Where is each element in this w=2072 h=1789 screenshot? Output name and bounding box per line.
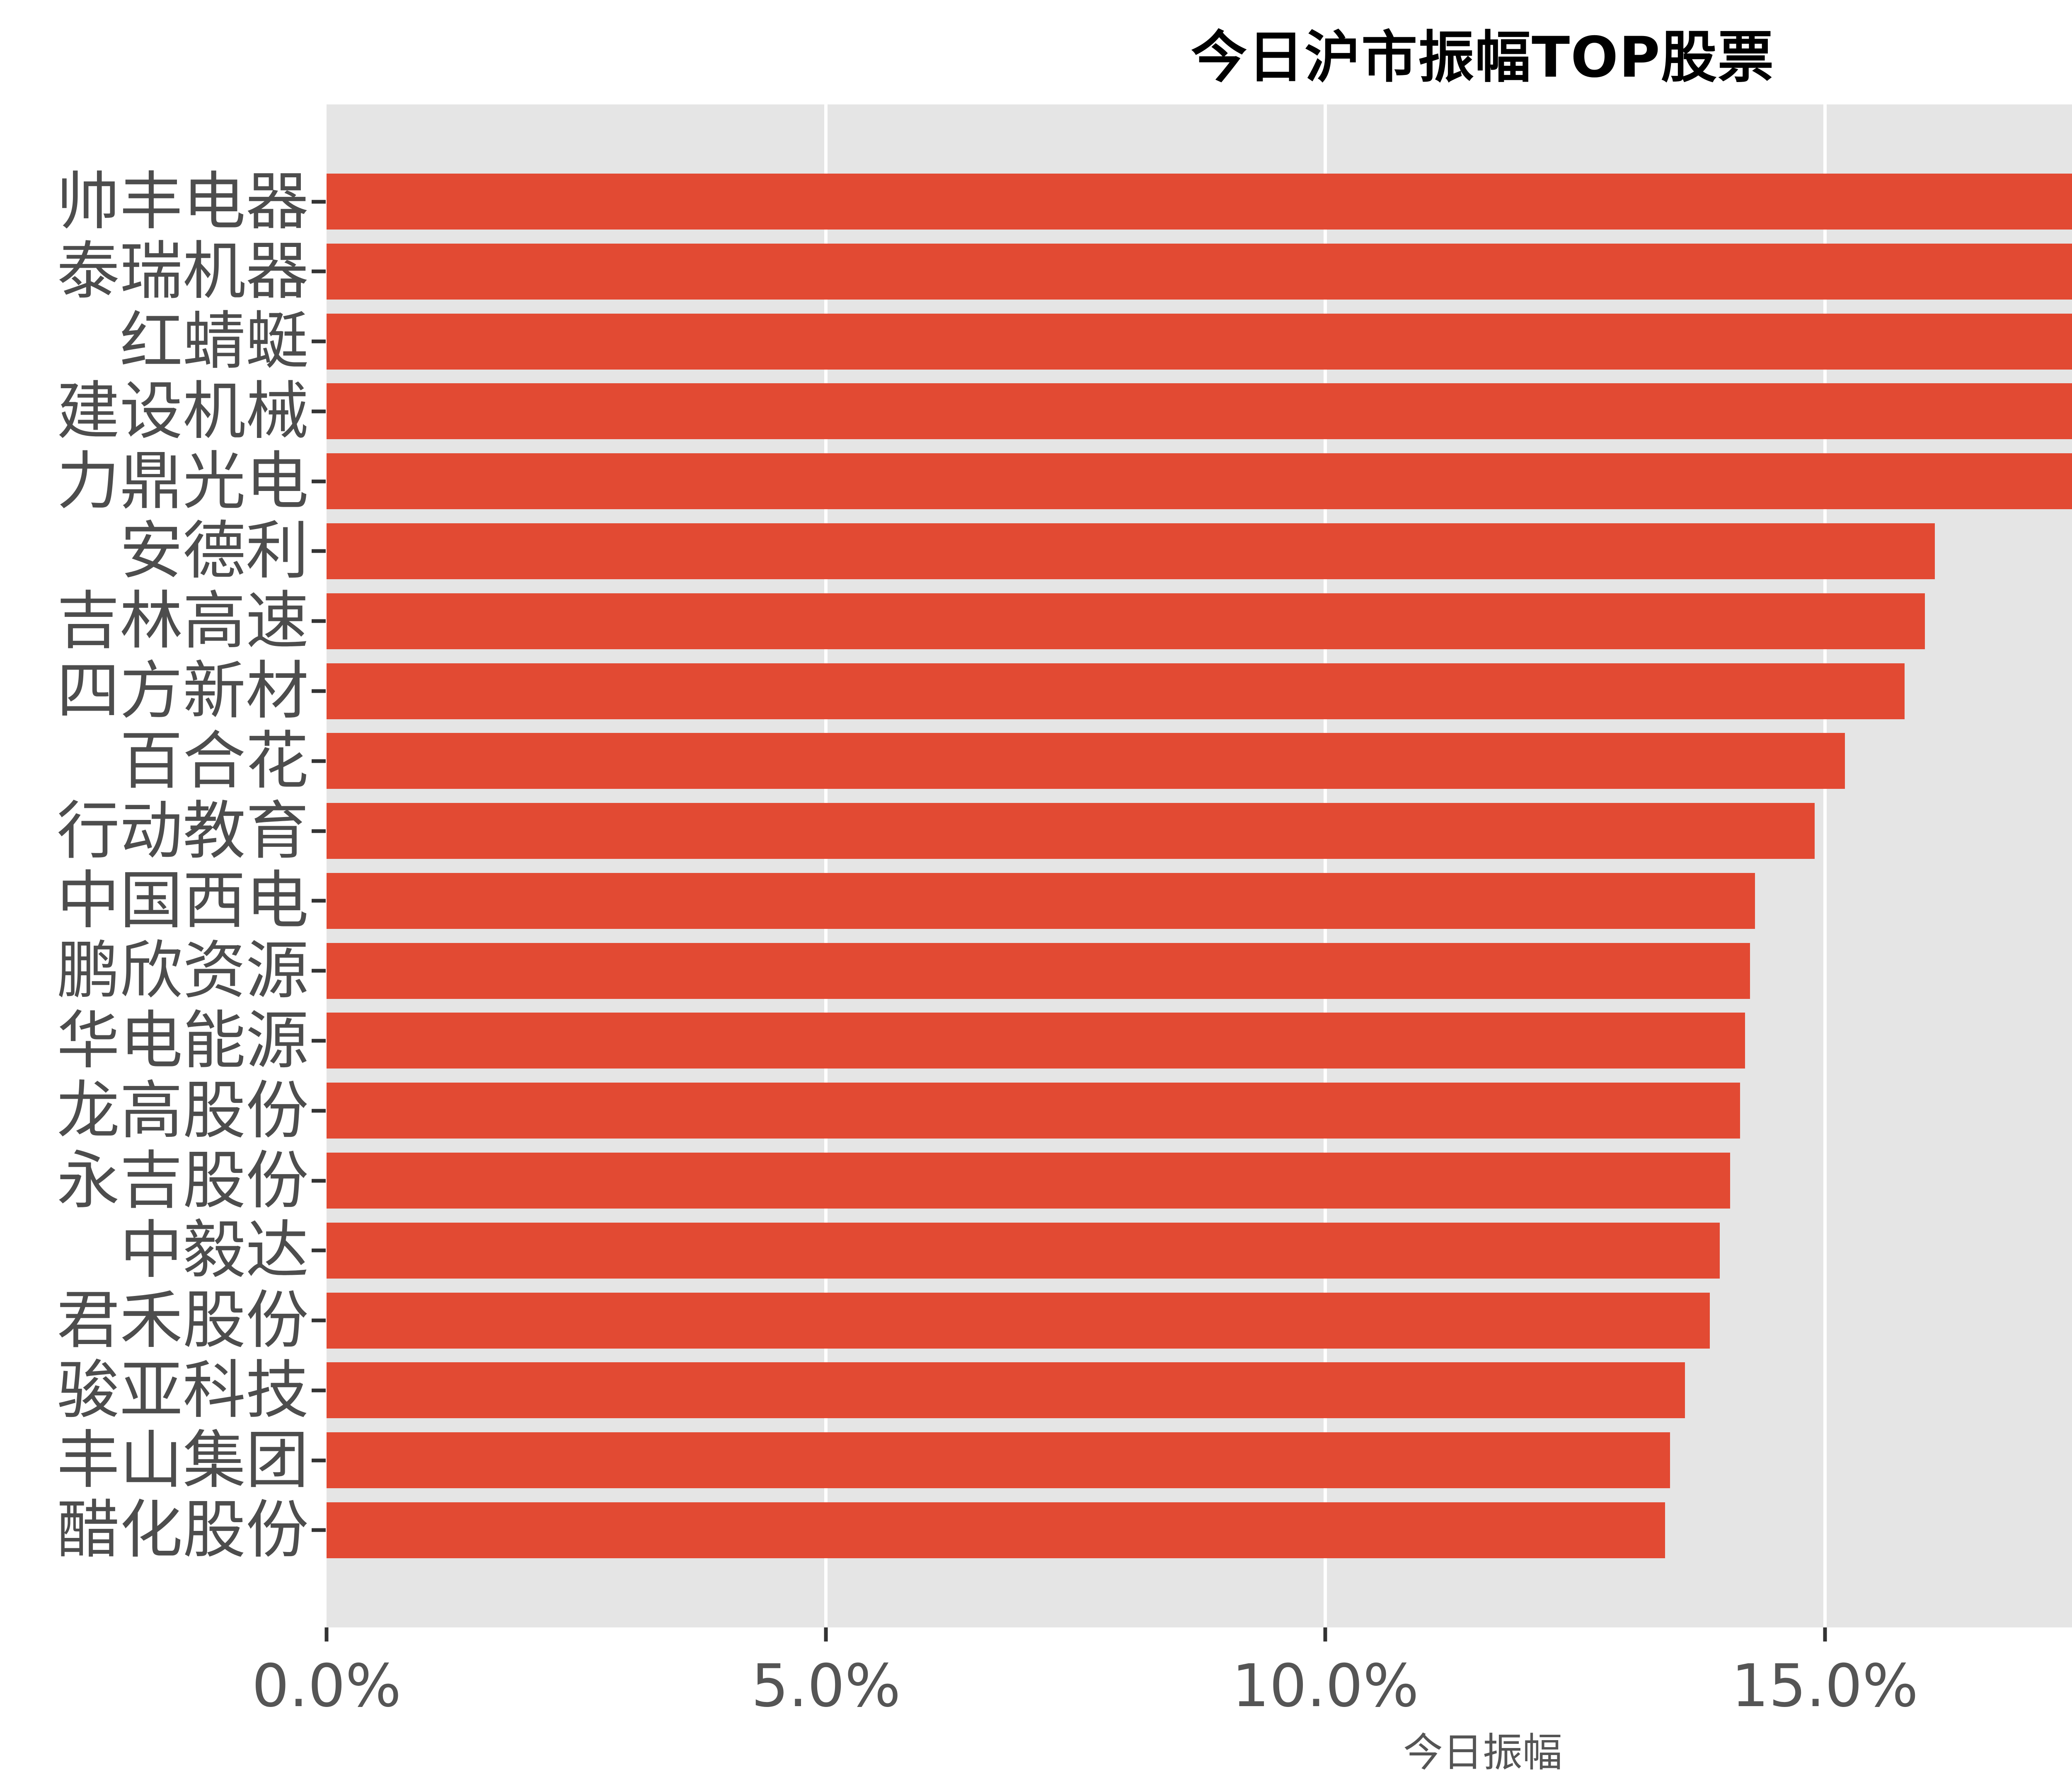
- y-tick-mark: [312, 1109, 326, 1113]
- y-tick-mark: [312, 200, 326, 204]
- x-tick-label-0.0%: 0.0%: [252, 1652, 402, 1720]
- y-tick-mark: [312, 1458, 326, 1463]
- y-label-君禾股份: 君禾股份: [57, 1284, 309, 1357]
- bar-四方新材: [327, 663, 1905, 719]
- y-label-百合花: 百合花: [120, 724, 309, 798]
- y-tick-mark: [312, 339, 326, 343]
- y-tick-mark: [312, 1388, 326, 1393]
- y-tick-mark: [312, 829, 326, 833]
- y-tick-mark: [312, 619, 326, 623]
- bar-力鼎光电: [327, 453, 2072, 510]
- gridline-10.0%: [1324, 104, 1327, 1627]
- y-label-泰瑞机器: 泰瑞机器: [57, 235, 309, 308]
- y-label-中毅达: 中毅达: [120, 1214, 309, 1287]
- bar-骏亚科技: [327, 1362, 1685, 1419]
- y-label-四方新材: 四方新材: [57, 654, 309, 728]
- bar-丰山集团: [327, 1432, 1670, 1489]
- y-tick-mark: [312, 899, 326, 903]
- x-tick-mark-0.0%: [324, 1627, 329, 1642]
- y-tick-mark: [312, 1248, 326, 1252]
- y-tick-mark: [312, 479, 326, 484]
- y-label-行动教育: 行动教育: [57, 794, 309, 868]
- y-label-永吉股份: 永吉股份: [57, 1144, 309, 1217]
- bar-醋化股份: [327, 1502, 1665, 1558]
- y-label-鹏欣资源: 鹏欣资源: [57, 934, 309, 1008]
- bar-帅丰电器: [327, 174, 2072, 230]
- bar-建设机械: [327, 383, 2072, 440]
- x-tick-mark-10.0%: [1323, 1627, 1327, 1642]
- x-tick-mark-15.0%: [1823, 1627, 1827, 1642]
- bar-安德利: [327, 523, 1935, 579]
- y-tick-mark: [312, 269, 326, 273]
- x-tick-label-10.0%: 10.0%: [1232, 1652, 1419, 1720]
- bar-中毅达: [327, 1222, 1720, 1279]
- y-tick-mark: [312, 759, 326, 763]
- y-label-醋化股份: 醋化股份: [57, 1493, 309, 1567]
- plot-panel: [327, 104, 2072, 1627]
- y-label-丰山集团: 丰山集团: [57, 1423, 309, 1497]
- y-label-安德利: 安德利: [120, 514, 309, 588]
- y-label-吉林高速: 吉林高速: [57, 584, 309, 658]
- chart-title: 今日沪市振幅TOP股票: [1191, 25, 1774, 90]
- y-tick-mark: [312, 1039, 326, 1043]
- y-label-力鼎光电: 力鼎光电: [57, 444, 309, 518]
- y-label-建设机械: 建设机械: [57, 374, 309, 448]
- bar-泰瑞机器: [327, 243, 2072, 300]
- y-label-华电能源: 华电能源: [57, 1003, 309, 1077]
- bar-鹏欣资源: [327, 943, 1750, 999]
- y-tick-mark: [312, 1528, 326, 1532]
- bar-永吉股份: [327, 1152, 1730, 1209]
- y-label-帅丰电器: 帅丰电器: [57, 164, 309, 238]
- gridline-5.0%: [824, 104, 828, 1627]
- y-tick-mark: [312, 969, 326, 973]
- gridline-15.0%: [1823, 104, 1827, 1627]
- y-label-骏亚科技: 骏亚科技: [57, 1353, 309, 1427]
- bar-红蜻蜓: [327, 313, 2072, 370]
- bar-中国西电: [327, 873, 1755, 929]
- x-axis-title: 今日振幅: [1403, 1729, 1562, 1776]
- bar-龙高股份: [327, 1083, 1740, 1139]
- bar-吉林高速: [327, 593, 1925, 649]
- bar-华电能源: [327, 1013, 1745, 1069]
- x-tick-label-5.0%: 5.0%: [751, 1652, 901, 1720]
- y-label-红蜻蜓: 红蜻蜓: [120, 305, 309, 378]
- bar-百合花: [327, 733, 1845, 789]
- y-tick-mark: [312, 409, 326, 413]
- y-label-中国西电: 中国西电: [57, 864, 309, 938]
- x-tick-label-15.0%: 15.0%: [1731, 1652, 1919, 1720]
- y-label-龙高股份: 龙高股份: [57, 1073, 309, 1147]
- x-tick-mark-5.0%: [824, 1627, 828, 1642]
- bar-君禾股份: [327, 1292, 1710, 1349]
- y-tick-mark: [312, 1318, 326, 1322]
- y-tick-mark: [312, 549, 326, 553]
- y-tick-mark: [312, 689, 326, 693]
- y-tick-mark: [312, 1179, 326, 1182]
- bar-行动教育: [327, 803, 1815, 859]
